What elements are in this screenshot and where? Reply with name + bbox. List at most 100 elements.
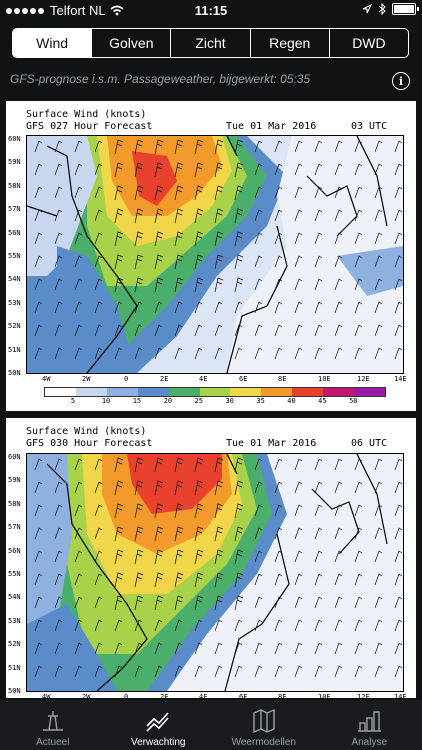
wind-barb xyxy=(254,324,263,337)
latitude-label: 58N xyxy=(8,181,21,190)
wind-barb xyxy=(34,232,43,245)
tab-weermodellen[interactable]: Weermodellen xyxy=(211,700,317,750)
wind-barb xyxy=(254,140,263,153)
wind-barb xyxy=(134,185,144,201)
wind-barb xyxy=(174,480,184,496)
wind-barb xyxy=(214,457,224,473)
wind-barb xyxy=(154,301,163,314)
wind-barb xyxy=(254,619,263,632)
tab-dwd[interactable]: DWD xyxy=(328,29,408,57)
wind-barb xyxy=(54,550,63,563)
wind-barb xyxy=(94,550,103,563)
location-icon xyxy=(362,4,372,14)
wind-barb xyxy=(354,596,363,609)
wind-barb xyxy=(34,596,43,609)
wind-barb xyxy=(234,301,243,314)
tab-verwachting[interactable]: Verwachting xyxy=(106,700,212,750)
latitude-label: 50N xyxy=(8,687,21,695)
wind-barb xyxy=(314,527,323,540)
wind-barb xyxy=(274,619,283,632)
wind-map-027[interactable]: Surface Wind (knots) GFS 027 Hour Foreca… xyxy=(6,101,416,411)
wind-barb xyxy=(274,301,283,314)
wind-barb xyxy=(334,573,343,586)
wind-barb xyxy=(134,480,144,496)
wind-barb xyxy=(254,255,263,268)
tab-actueel[interactable]: Actueel xyxy=(0,700,106,750)
wind-barb xyxy=(174,347,183,360)
wind-barb xyxy=(274,504,283,517)
tab-analyse[interactable]: Analyse xyxy=(317,700,422,750)
wind-barb xyxy=(194,503,204,519)
buoy-icon xyxy=(42,711,63,731)
wind-barb xyxy=(314,481,323,494)
wind-barb xyxy=(154,549,164,565)
wind-barb xyxy=(174,139,184,155)
wind-barb xyxy=(154,619,163,632)
wind-barb xyxy=(214,139,224,155)
wind-barb xyxy=(194,277,204,293)
tab-golven[interactable]: Golven xyxy=(91,29,170,57)
wind-barb xyxy=(34,504,43,517)
tab-zicht[interactable]: Zicht xyxy=(170,29,249,57)
wind-barb xyxy=(294,619,303,632)
scale-swatch xyxy=(261,388,293,396)
wind-barb xyxy=(54,324,63,337)
wind-barb xyxy=(94,347,103,360)
wind-barb xyxy=(214,503,224,519)
wind-barb xyxy=(114,139,124,155)
wind-barb xyxy=(94,481,103,494)
wind-barb xyxy=(114,549,124,565)
tab-wind[interactable]: Wind xyxy=(13,29,92,57)
wind-barb xyxy=(394,619,403,632)
wind-barb xyxy=(394,527,403,540)
wind-barb xyxy=(254,163,263,176)
wind-barb xyxy=(254,665,263,678)
map-time: 03 UTC xyxy=(351,121,388,132)
wind-barb xyxy=(394,163,403,176)
wind-barb xyxy=(194,642,203,655)
wind-barb xyxy=(194,457,204,473)
wind-barb xyxy=(54,278,63,291)
wind-barb xyxy=(234,549,244,565)
wind-barb xyxy=(214,480,224,496)
wind-barb xyxy=(214,162,224,178)
wind-barb xyxy=(154,457,164,473)
bluetooth-icon xyxy=(378,3,386,15)
wind-barb xyxy=(74,347,83,360)
wind-barb xyxy=(374,665,383,678)
wind-barb xyxy=(294,301,303,314)
info-icon[interactable]: i xyxy=(392,72,410,90)
wind-barb xyxy=(374,504,383,517)
tab-regen[interactable]: Regen xyxy=(249,29,329,57)
wind-barb xyxy=(234,231,244,247)
wind-barb xyxy=(114,665,123,678)
map-date: Tue 01 Mar 2016 xyxy=(226,121,317,132)
wind-barb xyxy=(214,665,223,678)
wind-barb xyxy=(194,665,203,678)
wind-barb xyxy=(74,301,83,314)
forecast-type-tabs: Wind Golven Zicht Regen DWD xyxy=(12,28,409,58)
wind-barb xyxy=(174,231,184,247)
wind-barb xyxy=(214,619,223,632)
wind-barb xyxy=(274,163,283,176)
wind-barb xyxy=(94,642,103,655)
wind-barb xyxy=(74,527,83,540)
wind-barb xyxy=(194,619,203,632)
scale-swatch xyxy=(45,388,76,396)
wind-map-030[interactable]: Surface Wind (knots) GFS 030 Hour Foreca… xyxy=(6,418,416,701)
wind-barb xyxy=(154,665,163,678)
wind-barb xyxy=(274,278,283,291)
latitude-label: 56N xyxy=(8,228,21,237)
wifi-icon xyxy=(110,5,124,16)
wind-barb xyxy=(274,186,283,199)
wind-barb xyxy=(254,527,263,540)
wind-barb xyxy=(114,254,124,270)
wind-barb xyxy=(174,208,184,224)
wind-barb xyxy=(274,232,283,245)
wind-barb xyxy=(54,232,63,245)
wind-barb xyxy=(334,596,343,609)
wind-barb xyxy=(294,324,303,337)
wind-barb xyxy=(74,665,83,678)
latitude-label: 58N xyxy=(8,499,21,508)
clock: 11:15 xyxy=(194,3,228,18)
